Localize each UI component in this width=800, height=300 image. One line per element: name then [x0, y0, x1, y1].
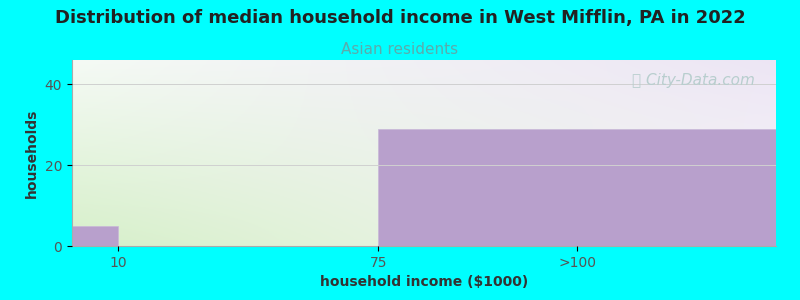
Y-axis label: households: households: [26, 108, 39, 198]
Text: Distribution of median household income in West Mifflin, PA in 2022: Distribution of median household income …: [54, 9, 746, 27]
X-axis label: household income ($1000): household income ($1000): [320, 275, 528, 289]
Text: ⓘ City-Data.com: ⓘ City-Data.com: [632, 73, 755, 88]
Bar: [378, 129, 776, 246]
Bar: [72, 226, 118, 246]
Text: Asian residents: Asian residents: [342, 42, 458, 57]
